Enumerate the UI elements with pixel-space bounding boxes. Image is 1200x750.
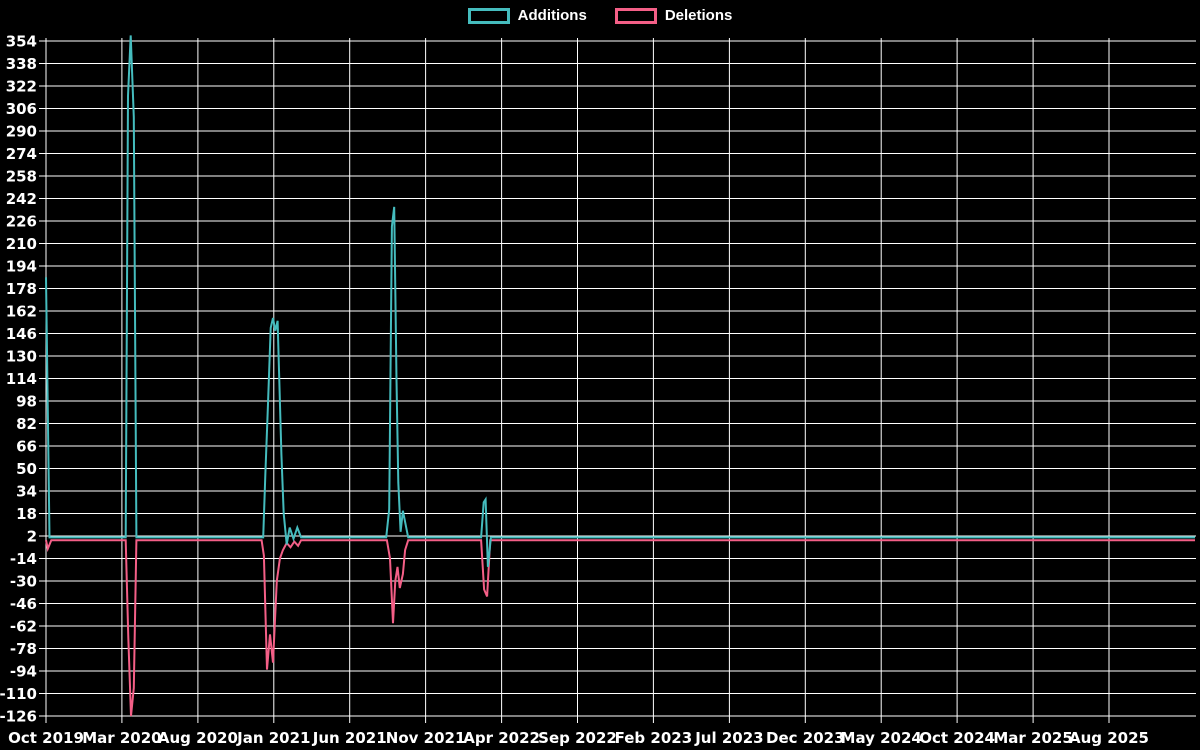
svg-text:Aug 2025: Aug 2025: [1069, 729, 1149, 747]
gridlines: [39, 38, 1196, 723]
legend-item-additions[interactable]: Additions: [467, 7, 587, 25]
svg-text:290: 290: [6, 123, 37, 141]
svg-text:114: 114: [6, 370, 37, 388]
svg-text:50: 50: [16, 460, 37, 478]
svg-text:226: 226: [6, 213, 37, 231]
svg-text:146: 146: [6, 325, 37, 343]
svg-text:May 2024: May 2024: [841, 729, 922, 747]
svg-text:-126: -126: [0, 708, 37, 726]
svg-text:82: 82: [16, 415, 37, 433]
svg-text:Sep 2022: Sep 2022: [538, 729, 617, 747]
svg-text:-30: -30: [10, 573, 37, 591]
legend-label-deletions: Deletions: [664, 7, 733, 24]
svg-text:258: 258: [6, 168, 37, 186]
svg-text:338: 338: [6, 55, 37, 73]
svg-text:98: 98: [16, 393, 37, 411]
svg-text:Oct 2019: Oct 2019: [8, 729, 84, 747]
deletions-swatch: [614, 8, 657, 24]
svg-text:-62: -62: [10, 618, 37, 636]
svg-text:354: 354: [6, 33, 37, 51]
y-axis-labels: 354 338 322 306 290 274 258 242 226 210 194 178 162 1…: [0, 33, 37, 726]
chart-legend: Additions Deletions: [0, 7, 1200, 25]
svg-text:242: 242: [6, 190, 37, 208]
svg-text:130: 130: [6, 348, 37, 366]
svg-text:2: 2: [27, 528, 37, 546]
svg-text:Oct 2024: Oct 2024: [919, 729, 995, 747]
svg-text:322: 322: [6, 78, 37, 96]
svg-text:178: 178: [6, 280, 37, 298]
svg-text:-94: -94: [10, 663, 37, 681]
deletions-line: [45, 539, 1195, 717]
svg-text:-46: -46: [10, 595, 37, 613]
svg-text:-78: -78: [10, 640, 37, 658]
additions-swatch: [467, 8, 510, 24]
svg-text:66: 66: [16, 438, 37, 456]
svg-text:34: 34: [16, 483, 37, 501]
svg-text:210: 210: [6, 235, 37, 253]
additions-line: [45, 35, 1195, 568]
svg-text:Jun 2021: Jun 2021: [312, 729, 387, 747]
svg-text:Apr 2022: Apr 2022: [463, 729, 540, 747]
svg-text:162: 162: [6, 303, 37, 321]
svg-text:Aug 2020: Aug 2020: [158, 729, 238, 747]
svg-text:Jan 2021: Jan 2021: [236, 729, 310, 747]
svg-text:-110: -110: [0, 685, 37, 703]
svg-text:274: 274: [6, 145, 37, 163]
svg-text:Mar 2025: Mar 2025: [993, 729, 1072, 747]
svg-text:306: 306: [6, 100, 37, 118]
svg-text:Dec 2023: Dec 2023: [766, 729, 845, 747]
svg-text:18: 18: [16, 505, 37, 523]
svg-text:194: 194: [6, 258, 37, 276]
legend-label-additions: Additions: [517, 7, 587, 24]
svg-text:Nov 2021: Nov 2021: [386, 729, 466, 747]
svg-text:Feb 2023: Feb 2023: [615, 729, 693, 747]
legend-item-deletions[interactable]: Deletions: [614, 7, 733, 25]
svg-text:-14: -14: [10, 550, 37, 568]
svg-text:Mar 2020: Mar 2020: [82, 729, 161, 747]
svg-text:Jul 2023: Jul 2023: [694, 729, 763, 747]
